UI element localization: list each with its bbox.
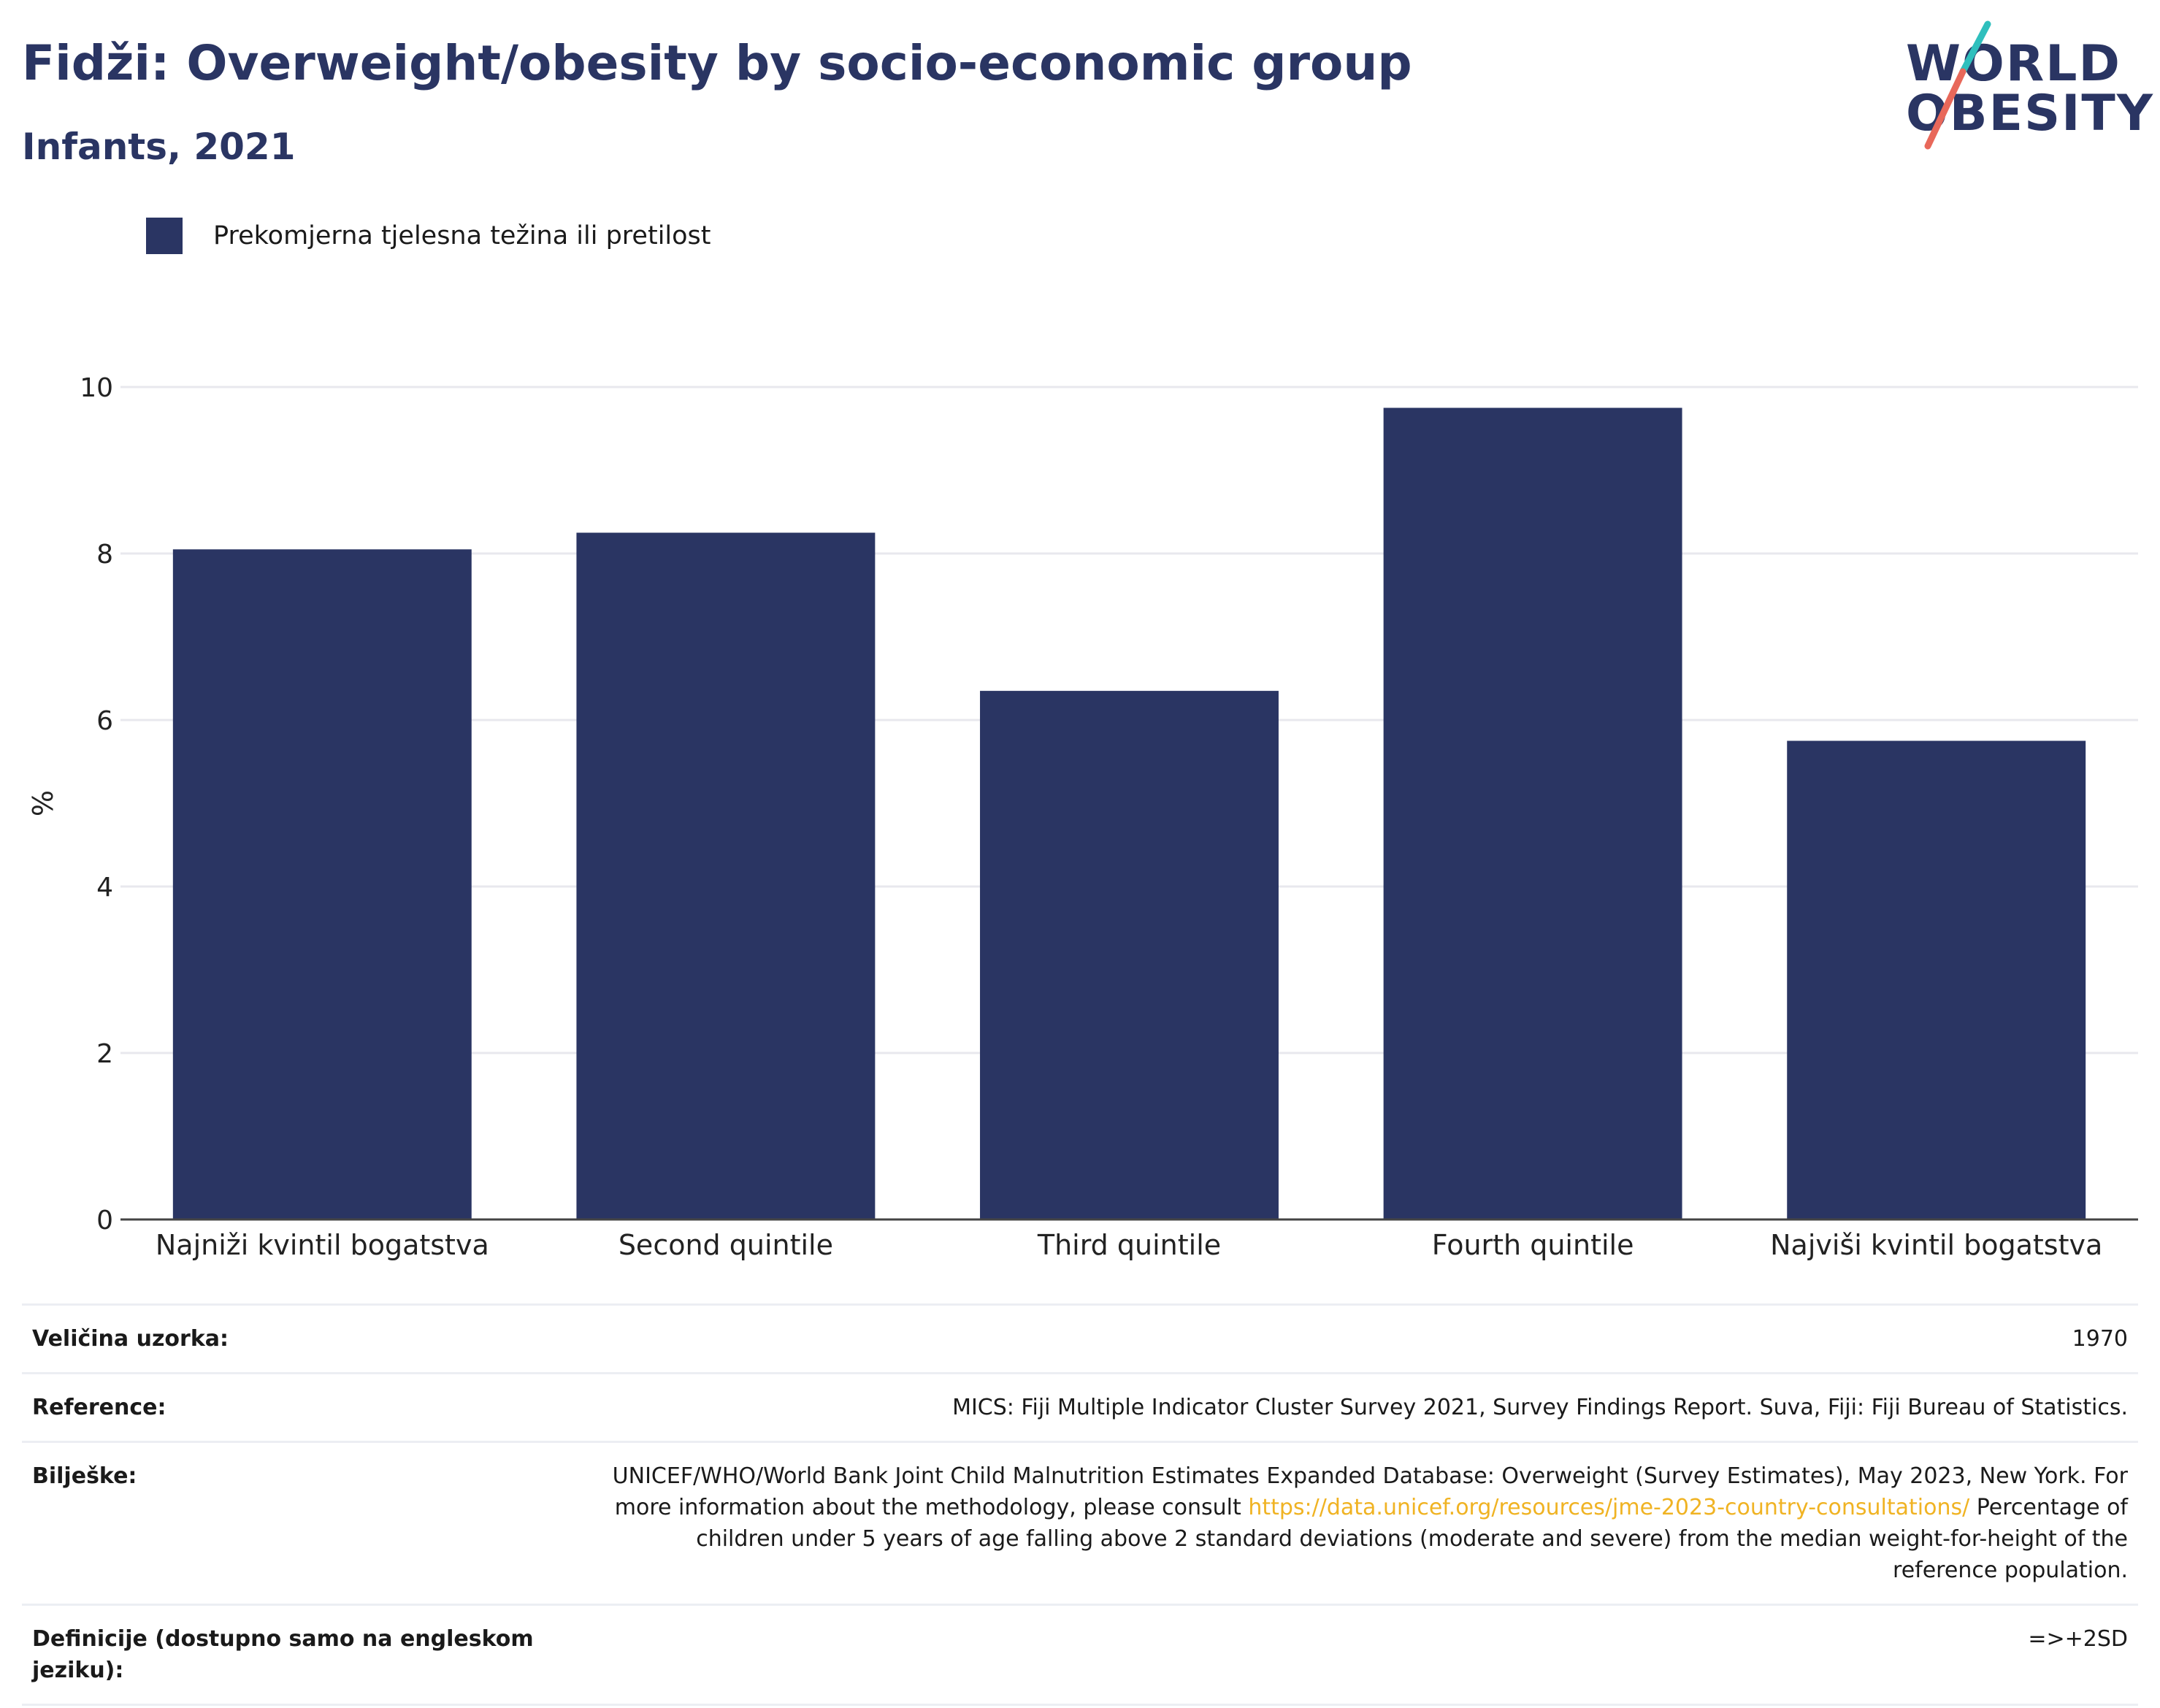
y-axis-label: % (27, 790, 59, 816)
info-row-definitions: Definicije (dostupno samo na engleskom j… (22, 1606, 2138, 1706)
bar (980, 691, 1279, 1219)
x-tick-label: Third quintile (1037, 1229, 1221, 1261)
y-tick-label: 4 (96, 873, 113, 903)
y-tick-label: 0 (96, 1206, 113, 1236)
y-tick-label: 8 (96, 540, 113, 570)
y-tick-label: 2 (96, 1039, 113, 1069)
reference-value: MICS: Fiji Multiple Indicator Cluster Su… (952, 1395, 2128, 1420)
notes-text-1: UNICEF/WHO/World Bank Joint Child Malnut… (612, 1463, 2128, 1520)
logo-text-world: WORLD (1906, 35, 2121, 93)
x-tick-label: Fourth quintile (1432, 1229, 1634, 1261)
chart-title: Fidži: Overweight/obesity by socio-econo… (22, 35, 1412, 91)
sample-size-value: 1970 (2072, 1326, 2128, 1352)
bar-chart: 0 2 4 6 8 10% Najniži kvintil bogatstva Second … (27, 373, 2138, 1261)
sample-size-label: Veličina uzorka: (32, 1326, 229, 1352)
y-tick-label: 6 (96, 706, 113, 736)
legend-label: Prekomjerna tjelesna težina ili pretilos… (213, 221, 711, 250)
info-row-reference: Reference: MICS: Fiji Multiple Indicator… (22, 1374, 2138, 1443)
bar (1383, 407, 1682, 1219)
definitions-value: =>+2SD (2028, 1626, 2128, 1652)
notes-label: Bilješke: (32, 1463, 137, 1489)
logo-slash-icon (1924, 20, 1991, 150)
notes-value: UNICEF/WHO/World Bank Joint Child Malnut… (587, 1460, 2128, 1586)
x-tick-label: Najviši kvintil bogatstva (1770, 1229, 2102, 1261)
chart-subtitle: Infants, 2021 (22, 126, 296, 168)
legend-swatch (146, 218, 183, 254)
bar (1787, 740, 2086, 1219)
x-tick-label: Second quintile (618, 1229, 833, 1261)
logo-text-obesity: OBESITY (1906, 85, 2154, 142)
world-obesity-logo: WORLD OBESITY (1906, 20, 2153, 152)
definitions-label: Definicije (dostupno samo na engleskom j… (32, 1626, 534, 1683)
notes-link[interactable]: https://data.unicef.org/resources/jme-20… (1248, 1495, 1970, 1520)
y-tick-label: 10 (80, 373, 113, 403)
info-row-sample-size: Veličina uzorka: 1970 (22, 1306, 2138, 1374)
bar (576, 532, 876, 1219)
bar (172, 549, 472, 1219)
reference-label: Reference: (32, 1395, 166, 1420)
x-tick-label: Najniži kvintil bogatstva (156, 1229, 489, 1261)
info-row-notes: Bilješke: UNICEF/WHO/World Bank Joint Ch… (22, 1443, 2138, 1606)
notes-text-2: Percentage of children under 5 years of … (696, 1495, 2128, 1583)
info-table: Veličina uzorka: 1970 Reference: MICS: F… (22, 1303, 2138, 1706)
legend: Prekomjerna tjelesna težina ili pretilos… (146, 218, 711, 254)
